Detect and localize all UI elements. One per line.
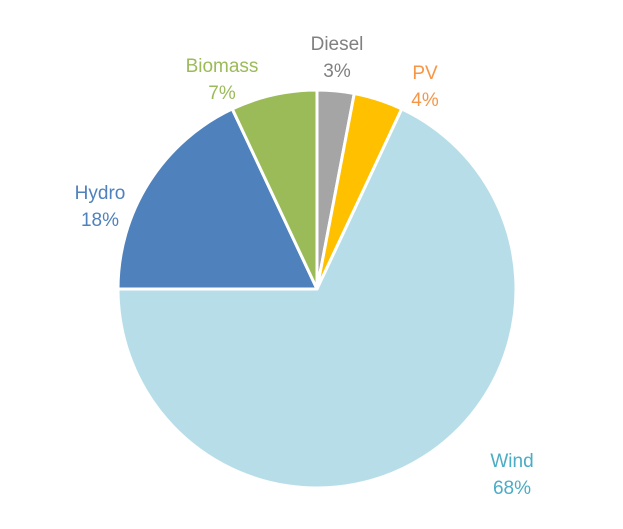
- data-label-diesel: Diesel 3%: [311, 34, 364, 82]
- slice-name: PV: [412, 63, 438, 84]
- slice-name: Diesel: [311, 34, 364, 55]
- pie-slice-biomass: [230, 88, 319, 291]
- slice-name: Hydro: [75, 183, 126, 204]
- slice-name: Biomass: [186, 56, 259, 77]
- data-label-pv: PV 4%: [411, 63, 439, 111]
- data-label-hydro: Hydro 18%: [75, 183, 126, 231]
- slice-name: Wind: [490, 451, 533, 472]
- slice-percent: 7%: [208, 83, 236, 104]
- pie-slice-wind: [116, 107, 518, 490]
- slice-percent: 4%: [411, 90, 439, 111]
- slice-percent: 68%: [493, 478, 531, 499]
- data-label-biomass: Biomass 7%: [186, 56, 259, 104]
- slice-percent: 18%: [81, 210, 119, 231]
- slice-percent: 3%: [323, 61, 351, 82]
- data-label-wind: Wind 68%: [490, 451, 533, 499]
- pie-slice-hydro: [116, 107, 319, 291]
